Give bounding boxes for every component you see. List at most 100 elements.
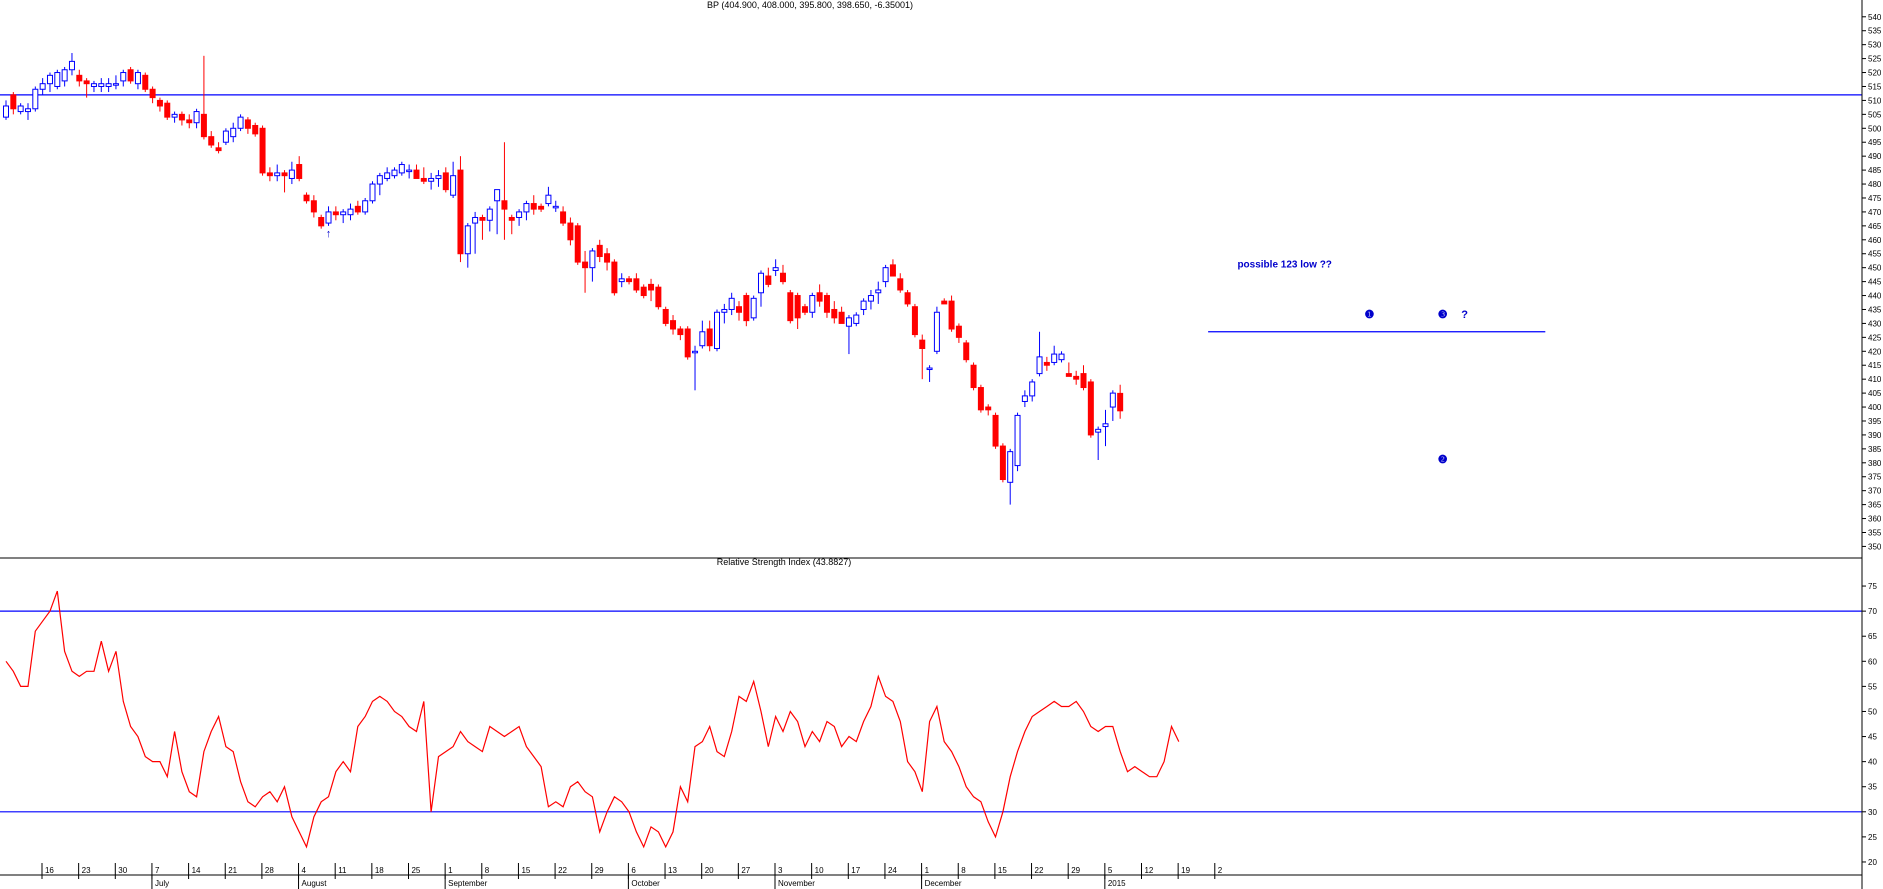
candle xyxy=(757,270,764,307)
candle-body-up xyxy=(875,289,882,294)
price-tick-label: 475 xyxy=(1868,194,1882,203)
candle xyxy=(54,69,61,90)
candle xyxy=(222,128,229,146)
candle xyxy=(904,289,911,307)
candle-body-down xyxy=(963,342,970,361)
candle xyxy=(933,306,940,355)
candle-body-up xyxy=(860,300,867,310)
candle-body-down xyxy=(596,244,603,258)
candle xyxy=(977,384,984,413)
candle xyxy=(156,97,163,112)
candle-body-up xyxy=(406,169,413,173)
rsi-levels xyxy=(0,610,1862,813)
candle xyxy=(354,200,361,215)
candle-body-down xyxy=(567,222,574,241)
candle xyxy=(1021,390,1028,408)
candle xyxy=(684,326,691,360)
candle-body-up xyxy=(1102,423,1109,428)
candle-body-down xyxy=(736,306,742,313)
candle-body-down xyxy=(904,292,911,305)
candle-body-down xyxy=(281,172,288,177)
candle xyxy=(677,326,684,341)
candle-body-up xyxy=(384,172,391,179)
candle xyxy=(736,301,742,321)
candle-body-down xyxy=(1080,373,1087,389)
candle xyxy=(384,167,391,182)
candle-body-down xyxy=(10,94,17,110)
candle xyxy=(428,172,435,190)
candle-body-down xyxy=(296,164,303,179)
candle-body-down xyxy=(977,387,984,411)
candle xyxy=(90,80,97,93)
rsi-tick-label: 75 xyxy=(1868,582,1877,591)
candle xyxy=(112,75,119,90)
candle xyxy=(76,69,83,87)
candle-body-down xyxy=(801,306,808,313)
candle-body-up xyxy=(589,250,596,269)
price-tick-label: 395 xyxy=(1868,417,1882,426)
candle xyxy=(1109,390,1116,421)
candle xyxy=(596,239,603,263)
candle-body-down xyxy=(354,205,361,213)
candle xyxy=(1058,351,1065,363)
candle-body-down xyxy=(244,119,251,129)
candle xyxy=(779,264,786,285)
candle xyxy=(948,295,955,332)
candle-body-up xyxy=(376,175,383,185)
price-tick-label: 425 xyxy=(1868,333,1882,342)
candle-body-up xyxy=(757,272,764,294)
candle xyxy=(46,72,53,93)
candle xyxy=(442,167,449,193)
price-tick-label: 535 xyxy=(1868,27,1882,36)
candle-body-up xyxy=(46,74,53,85)
candle-body-up xyxy=(1036,356,1043,375)
candle-body-down xyxy=(889,264,896,277)
candle xyxy=(648,278,655,302)
candle xyxy=(626,276,633,285)
candle-body-down xyxy=(303,194,310,202)
x-tick-label: 7 xyxy=(155,866,160,875)
candle xyxy=(398,161,405,176)
candle xyxy=(955,323,962,343)
candle xyxy=(926,365,933,382)
candle xyxy=(838,306,845,324)
candle xyxy=(1065,362,1072,377)
price-tick-label: 455 xyxy=(1868,250,1882,259)
candle xyxy=(457,156,464,263)
candle-body-up xyxy=(24,108,31,113)
rsi-tick-label: 30 xyxy=(1868,808,1877,817)
candle xyxy=(164,100,171,120)
candle xyxy=(618,273,625,288)
x-tick-label: 22 xyxy=(1035,866,1044,875)
candle-body-down xyxy=(479,216,486,221)
candle xyxy=(1029,379,1036,402)
price-tick-label: 360 xyxy=(1868,515,1882,524)
candle-body-down xyxy=(838,311,845,324)
candle xyxy=(32,86,39,112)
candle xyxy=(897,273,904,293)
x-tick-label: 25 xyxy=(411,866,420,875)
chart-annotation: possible 123 low ?? xyxy=(1237,260,1331,271)
chart-annotation: ❷ xyxy=(1438,454,1448,466)
candle xyxy=(743,292,750,327)
annotations: ↑ possible 123 low ?? ❶ ❸ ? ❷ xyxy=(326,228,1469,466)
price-tick-label: 350 xyxy=(1868,542,1882,551)
candle xyxy=(706,320,713,352)
candle-body-down xyxy=(633,278,640,291)
candle-body-down xyxy=(662,308,669,324)
candle-body-up xyxy=(516,211,523,218)
candle-body-up xyxy=(32,88,39,110)
candle-body-down xyxy=(208,136,215,146)
candle xyxy=(1080,365,1087,391)
x-tick-label: 1 xyxy=(925,866,930,875)
rsi-tick-label: 25 xyxy=(1868,833,1877,842)
month-label: July xyxy=(155,879,169,888)
candle xyxy=(999,443,1006,483)
x-tick-label: 2 xyxy=(1218,866,1223,875)
candle xyxy=(809,292,816,318)
candle-body-down xyxy=(457,169,464,255)
candle-body-down xyxy=(332,211,339,216)
x-tick-label: 3 xyxy=(778,866,783,875)
candle xyxy=(853,312,860,327)
